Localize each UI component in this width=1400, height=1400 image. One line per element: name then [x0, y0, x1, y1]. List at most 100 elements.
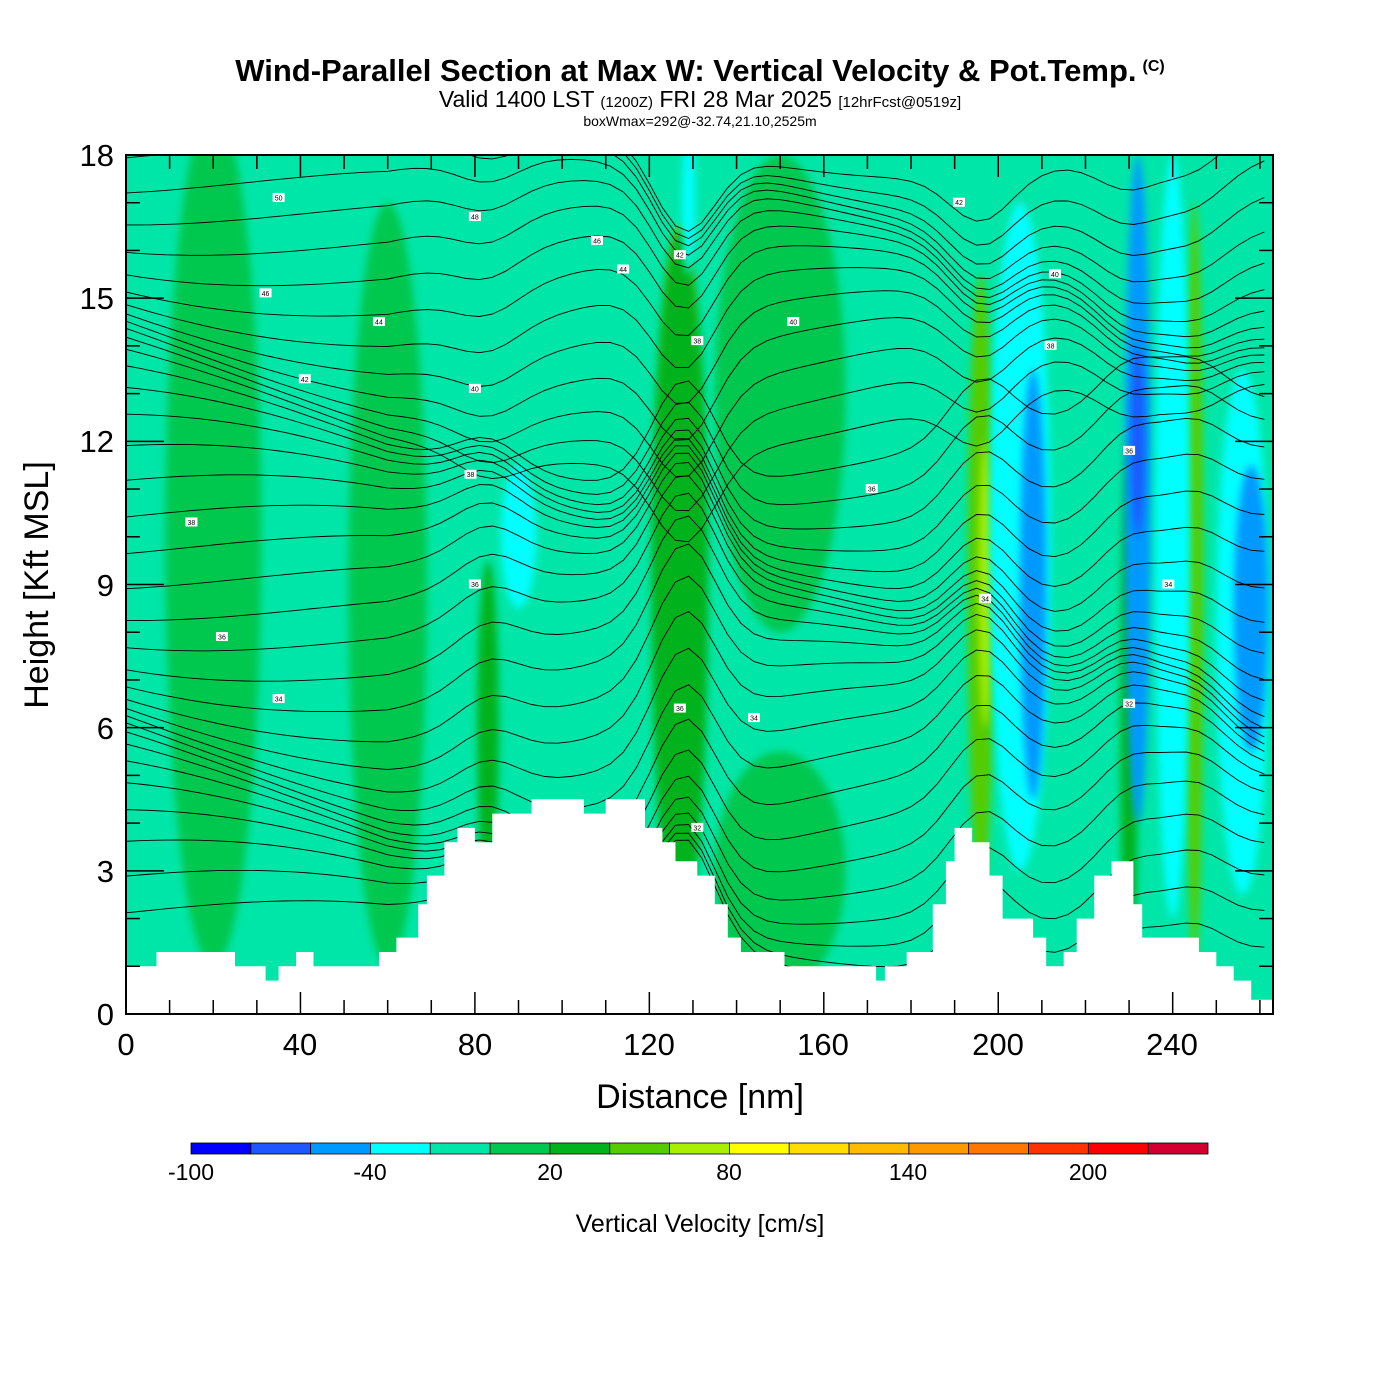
contour-label-box: [215, 631, 228, 641]
contour-label-text: 34: [1164, 582, 1172, 589]
contour-label: 44: [617, 264, 630, 274]
theta-contour-line: [126, 702, 1265, 836]
contour-label: 50: [272, 192, 285, 202]
y-tick-label: 3: [97, 854, 114, 889]
theta-contour-line: [126, 155, 1265, 265]
colorbar-swatch: [1087, 1142, 1149, 1155]
colorbar-label: 20: [537, 1159, 563, 1185]
plot-area: 50 48 46 44 46 44 42 40 38 42 40 38 38 36 36 36 34 36 34 32…: [125, 154, 1274, 1015]
contour-label-box: [468, 579, 481, 589]
theta-contour-line: [126, 724, 1265, 858]
contour-label-box: [748, 713, 761, 723]
theta-contour-line: [126, 267, 1265, 369]
contour-label-box: [591, 235, 604, 245]
y-axis-tick-labels: 0 3 6 9 12 15 18: [80, 138, 114, 1032]
theta-contour-line: [630, 155, 1220, 232]
contour-label-text: 34: [981, 596, 989, 603]
theta-contour-line: [126, 492, 1265, 681]
colorbar: -100 -40 20 80 140 200 Vertical Velocity…: [168, 1142, 1209, 1238]
contour-label: 36: [1123, 445, 1136, 455]
updraft-region: [165, 155, 262, 967]
contour-label-text: 32: [1125, 701, 1133, 708]
contour-label-box: [298, 374, 311, 384]
contour-label-text: 36: [868, 487, 876, 494]
axis-ticks: [125, 154, 1273, 1015]
y-tick-label: 18: [80, 138, 114, 173]
contour-label-text: 42: [676, 253, 684, 260]
colorbar-swatch: [310, 1142, 371, 1155]
x-axis-tick-labels: 0 40 80 120 160 200 240: [117, 1027, 1197, 1062]
contour-label: 38: [185, 517, 198, 527]
contour-label-text: 34: [750, 716, 758, 723]
theta-contour-line: [126, 832, 1265, 968]
theta-contour-line: [126, 429, 1265, 552]
theta-contour-line: [126, 515, 1265, 702]
contour-label-box: [468, 212, 481, 222]
contour-label-text: 38: [1047, 343, 1055, 350]
theta-contour-line: [126, 751, 1265, 876]
terrain-mask: [126, 799, 1273, 1014]
colorbar-swatch: [1028, 1142, 1089, 1155]
colorbar-label: 80: [716, 1159, 742, 1185]
contour-label-box: [372, 317, 385, 327]
contour-label-box: [464, 469, 477, 479]
contour-label: 48: [468, 212, 481, 222]
downdraft-region: [1233, 465, 1269, 752]
theta-contour-line: [126, 205, 1265, 322]
contour-label-box: [691, 336, 704, 346]
contour-label-box: [673, 703, 686, 713]
colorbar-swatch: [549, 1142, 611, 1155]
contour-label-box: [691, 822, 704, 832]
x-tick-label: 40: [283, 1027, 317, 1062]
contour-label-box: [979, 593, 992, 603]
contour-label: 42: [673, 250, 686, 260]
copyright-mark: (C): [1142, 58, 1165, 75]
downdraft-region: [1155, 155, 1191, 919]
contour-label: 38: [464, 469, 477, 479]
y-tick-label: 12: [80, 424, 114, 459]
contour-label-box: [1123, 445, 1136, 455]
contour-label: 34: [748, 713, 761, 723]
chart-title-block: Wind-Parallel Section at Max W: Vertical…: [0, 50, 1400, 129]
theta-contour-line: [126, 327, 1265, 477]
forecast-info: [12hrFcst@0519z]: [838, 94, 962, 111]
colorbar-swatches: [190, 1142, 1209, 1155]
colorbar-swatch: [370, 1142, 431, 1155]
colorbar-label: 140: [889, 1159, 927, 1185]
contour-label: 32: [691, 822, 704, 832]
contour-label-box: [673, 250, 686, 260]
boxwmax-info: boxWmax=292@-32.74,21.10,2525m: [583, 113, 817, 129]
x-tick-label: 160: [797, 1027, 849, 1062]
contour-label: 40: [1048, 269, 1061, 279]
colorbar-swatch: [250, 1142, 312, 1155]
contour-label: 42: [952, 197, 965, 207]
y-tick-label: 9: [97, 568, 114, 603]
colorbar-swatch: [489, 1142, 551, 1155]
contour-label: 46: [591, 235, 604, 245]
colorbar-swatch: [609, 1142, 670, 1155]
colorbar-swatch: [729, 1142, 790, 1155]
theta-contour-line: [126, 809, 1265, 925]
x-tick-label: 200: [972, 1027, 1024, 1062]
contour-label: 46: [259, 288, 272, 298]
colorbar-swatch: [190, 1142, 252, 1155]
contour-label: 36: [215, 631, 228, 641]
downdraft-region: [501, 465, 536, 609]
contour-label-box: [1048, 269, 1061, 279]
contour-label: 32: [1123, 698, 1136, 708]
updraft-region: [714, 155, 846, 633]
contour-label-text: 36: [676, 706, 684, 713]
theta-contour-line: [126, 647, 1265, 793]
contour-label-box: [1162, 579, 1175, 589]
valid-time-line: Valid 1400 LST (1200Z) FRI 28 Mar 2025 […: [0, 88, 1400, 114]
contour-label-box: [952, 197, 965, 207]
contour-label-text: 46: [593, 238, 601, 245]
contour-label-box: [865, 484, 878, 494]
contour-label-text: 44: [619, 267, 627, 274]
theta-contour-line: [126, 245, 1265, 349]
updraft-region: [714, 751, 846, 991]
theta-contour-line: [126, 475, 1265, 654]
valid-time: Valid 1400 LST: [438, 86, 595, 112]
contour-label: 44: [372, 317, 385, 327]
